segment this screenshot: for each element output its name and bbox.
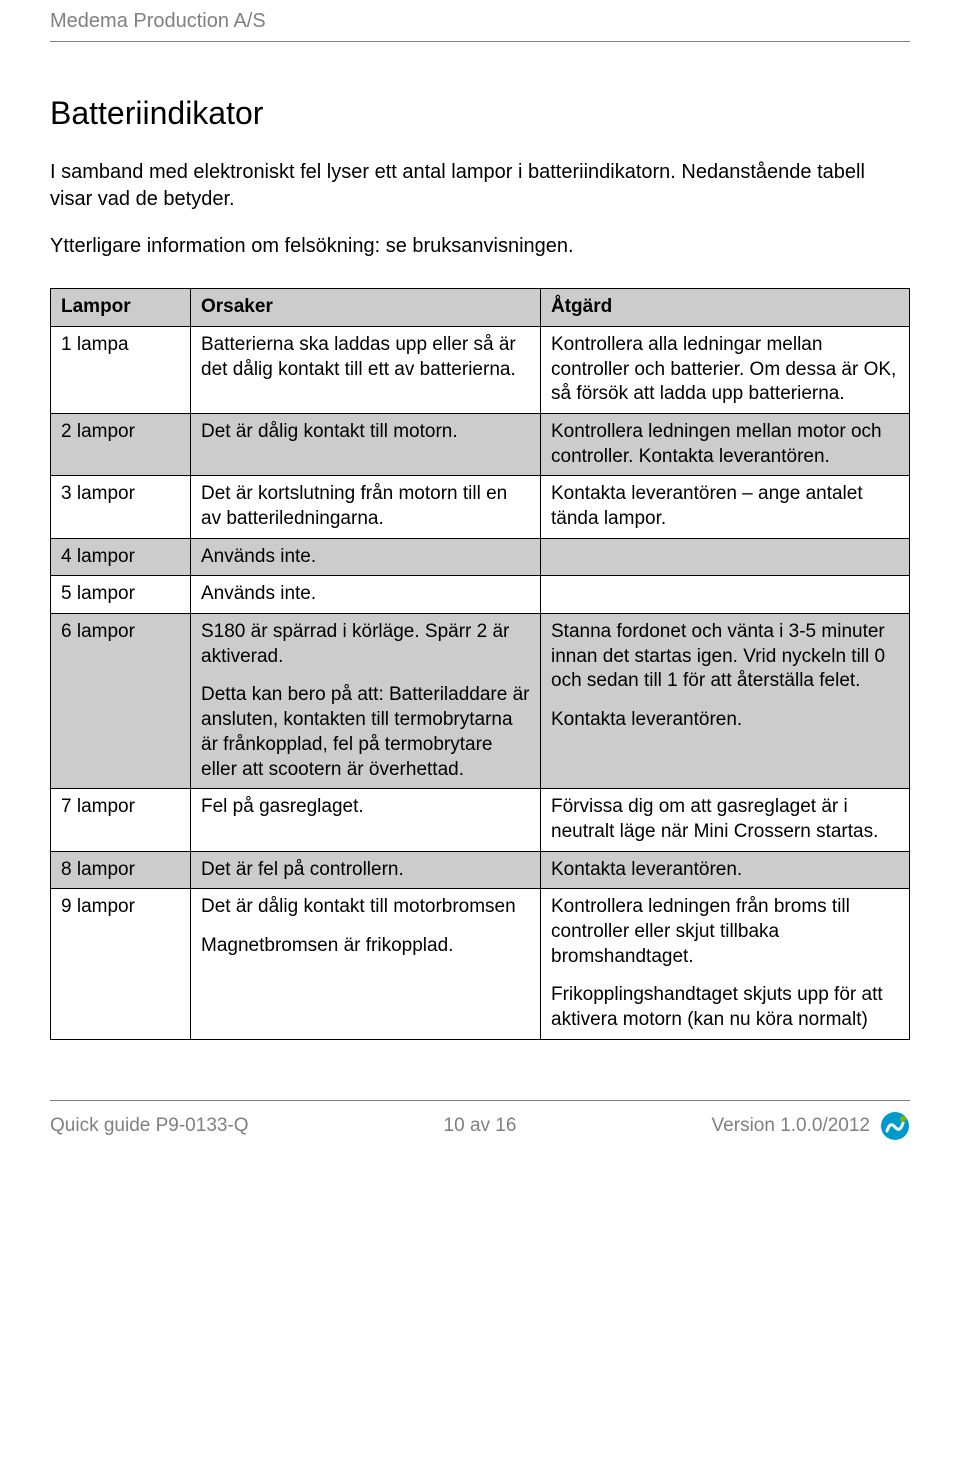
footer-version: Version 1.0.0/2012 [712,1113,870,1139]
cell-orsaker: Det är kortslutning från motorn till en … [191,476,541,538]
table-row: 1 lampa Batterierna ska laddas upp eller… [51,326,910,413]
cell-orsaker: Används inte. [191,538,541,576]
fault-table: Lampor Orsaker Åtgärd 1 lampa Batteriern… [50,288,910,1040]
cell-text: Stanna fordonet och vänta i 3-5 minuter … [551,620,899,694]
cell-orsaker: Det är dålig kontakt till motorn. [191,413,541,475]
cell-atgard [541,576,910,614]
cell-text: Det är dålig kontakt till motorbromsen [201,895,530,920]
th-lampor: Lampor [51,289,191,327]
table-row: 5 lampor Används inte. [51,576,910,614]
cell-atgard: Kontrollera alla ledningar mellan contro… [541,326,910,413]
cell-atgard: Kontakta leverantören – ange antalet tän… [541,476,910,538]
cell-orsaker: Det är fel på controllern. [191,851,541,889]
table-row: 7 lampor Fel på gasreglaget. Förvissa di… [51,789,910,851]
cell-text: Magnetbromsen är frikopplad. [201,934,530,959]
cell-lampor: 1 lampa [51,326,191,413]
cell-text: Kontrollera ledningen från broms till co… [551,895,899,969]
page-footer: Quick guide P9-0133-Q 10 av 16 Version 1… [50,1100,910,1161]
cell-orsaker: S180 är spärrad i körläge. Spärr 2 är ak… [191,614,541,789]
footer-center: 10 av 16 [337,1113,624,1139]
cell-lampor: 3 lampor [51,476,191,538]
cell-lampor: 8 lampor [51,851,191,889]
intro-p2: Ytterligare information om felsökning: s… [50,233,910,260]
cell-atgard: Kontakta leverantören. [541,851,910,889]
cell-atgard: Förvissa dig om att gasreglaget är i neu… [541,789,910,851]
cell-atgard [541,538,910,576]
cell-lampor: 2 lampor [51,413,191,475]
table-row: 6 lampor S180 är spärrad i körläge. Spär… [51,614,910,789]
page-title: Batteriindikator [50,92,910,135]
cell-atgard: Stanna fordonet och vänta i 3-5 minuter … [541,614,910,789]
intro-p1: I samband med elektroniskt fel lyser ett… [50,159,910,213]
table-row: 4 lampor Används inte. [51,538,910,576]
page-header: Medema Production A/S [50,0,910,42]
cell-lampor: 7 lampor [51,789,191,851]
table-row: 2 lampor Det är dålig kontakt till motor… [51,413,910,475]
table-row: 9 lampor Det är dålig kontakt till motor… [51,889,910,1039]
th-orsaker: Orsaker [191,289,541,327]
cell-orsaker: Det är dålig kontakt till motorbromsen M… [191,889,541,1039]
cell-orsaker: Batterierna ska laddas upp eller så är d… [191,326,541,413]
cell-orsaker: Används inte. [191,576,541,614]
cell-text: Kontakta leverantören. [551,708,899,733]
table-row: 3 lampor Det är kortslutning från motorn… [51,476,910,538]
cell-lampor: 4 lampor [51,538,191,576]
company-logo-icon [880,1111,910,1141]
cell-lampor: 9 lampor [51,889,191,1039]
cell-orsaker: Fel på gasreglaget. [191,789,541,851]
cell-text: S180 är spärrad i körläge. Spärr 2 är ak… [201,620,530,669]
table-row: 8 lampor Det är fel på controllern. Kont… [51,851,910,889]
cell-atgard: Kontrollera ledningen från broms till co… [541,889,910,1039]
cell-text: Frikopplingshandtaget skjuts upp för att… [551,983,899,1032]
cell-lampor: 6 lampor [51,614,191,789]
footer-right: Version 1.0.0/2012 [623,1111,910,1141]
table-header-row: Lampor Orsaker Åtgärd [51,289,910,327]
cell-text: Detta kan bero på att: Batteriladdare är… [201,683,530,782]
cell-atgard: Kontrollera ledningen mellan motor och c… [541,413,910,475]
company-name: Medema Production A/S [50,10,266,32]
intro-block: I samband med elektroniskt fel lyser ett… [50,159,910,260]
th-atgard: Åtgärd [541,289,910,327]
footer-left: Quick guide P9-0133-Q [50,1113,337,1139]
cell-lampor: 5 lampor [51,576,191,614]
